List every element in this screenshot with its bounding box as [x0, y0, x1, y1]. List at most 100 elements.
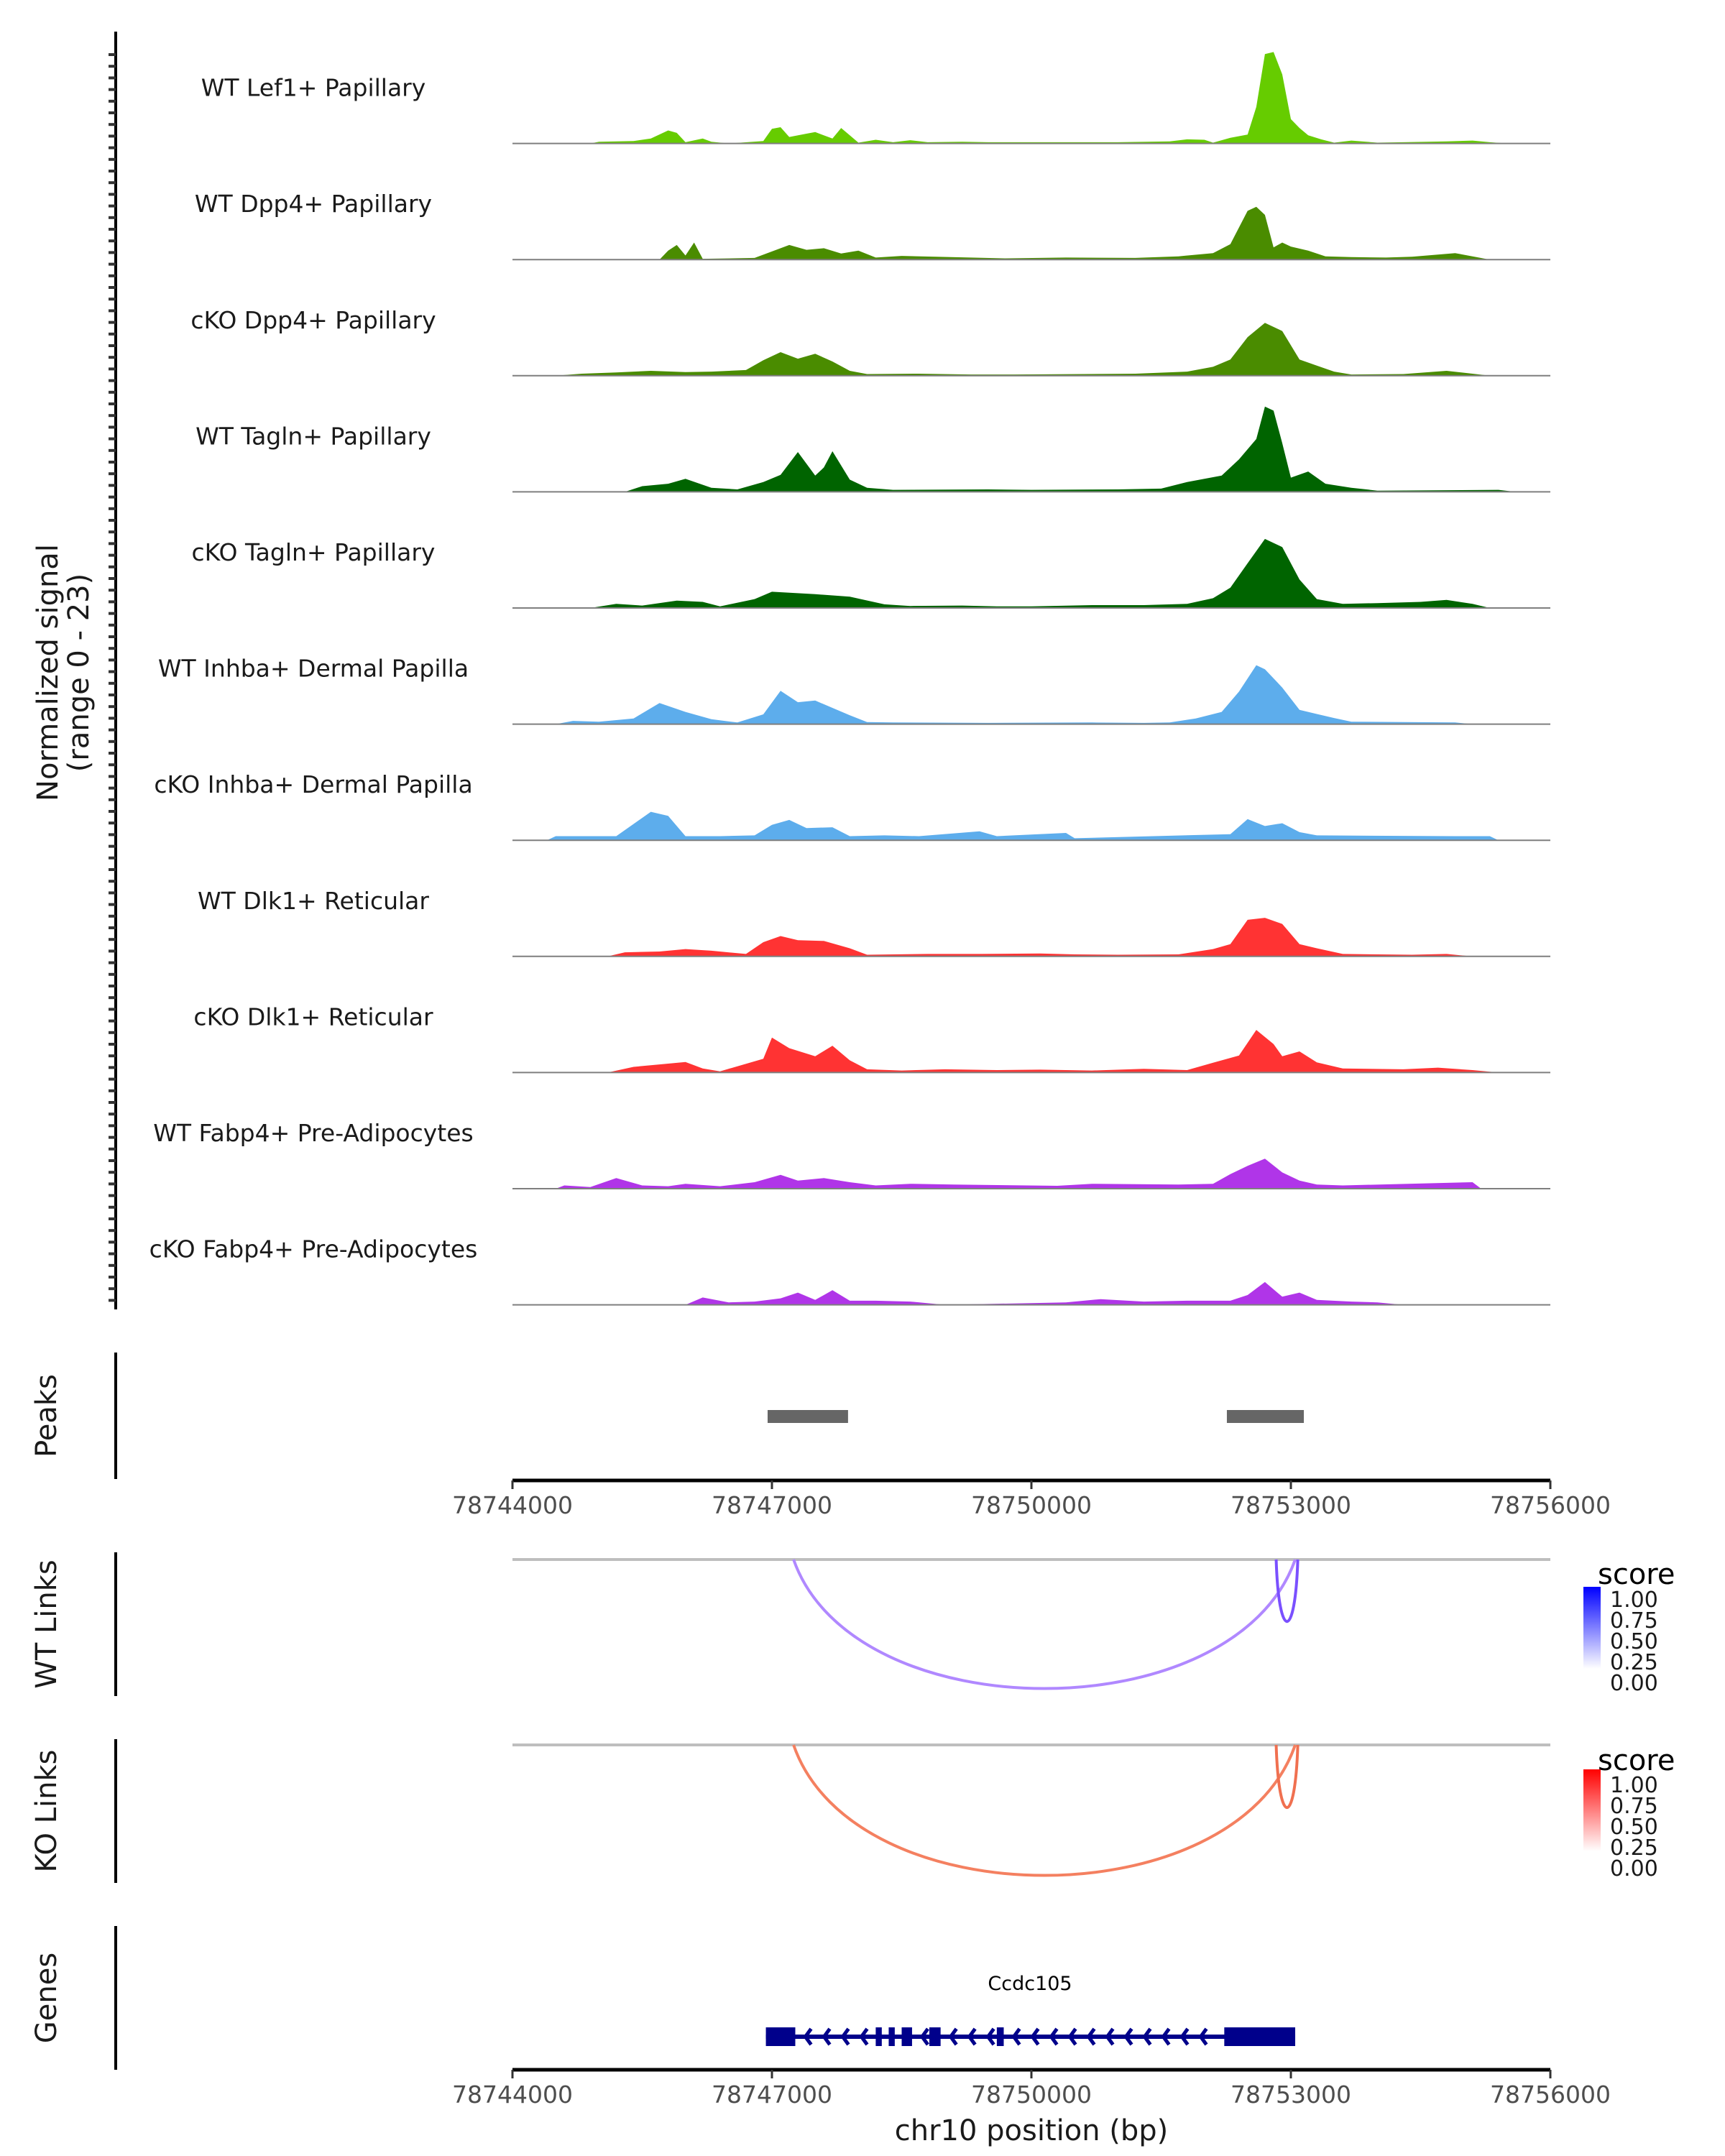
strand-arrow-icon — [1198, 2027, 1208, 2046]
peaks-panel-label: Peaks — [30, 1374, 63, 1457]
strand-arrow-icon — [1030, 2027, 1040, 2046]
x-tick-label: 78747000 — [712, 1491, 832, 1519]
track-label: WT Tagln+ Papillary — [196, 422, 431, 450]
wt-legend-title: score — [1598, 1558, 1675, 1591]
ko-legend-title: score — [1598, 1744, 1675, 1777]
x-tick-label: 78756000 — [1490, 2081, 1611, 2109]
coverage-area — [556, 1158, 1481, 1189]
x-axis-title: chr10 position (bp) — [895, 2114, 1169, 2147]
wt-links-panel-label: WT Links — [30, 1560, 63, 1688]
gene-name-label: Ccdc105 — [988, 1973, 1072, 1995]
track-label: cKO Dpp4+ Papillary — [190, 306, 436, 334]
link-arc — [1274, 1559, 1300, 1623]
gene-exon — [901, 2027, 912, 2046]
coverage-track: WT Dlk1+ Reticular — [198, 887, 1550, 957]
legend-tick-label: 0.50 — [1610, 1629, 1658, 1654]
wt-legend-colorbar — [1583, 1587, 1601, 1669]
track-label: cKO Tagln+ Papillary — [192, 538, 436, 566]
gene-exon — [996, 2027, 1004, 2046]
gene-exon — [765, 2027, 796, 2046]
ko-score-legend: score 1.000.750.500.250.00 — [1583, 1744, 1675, 1881]
strand-arrow-icon — [1179, 2027, 1190, 2046]
wt-score-legend: score 1.000.750.500.250.00 — [1583, 1558, 1675, 1696]
gene-exon — [875, 2027, 882, 2046]
wt-legend-ticks: 1.000.750.500.250.00 — [1610, 1588, 1658, 1696]
coverage-track: WT Lef1+ Papillary — [201, 52, 1550, 144]
strand-arrow-icon — [985, 2027, 995, 2046]
strand-arrow-icon — [919, 2027, 929, 2046]
coverage-area — [547, 811, 1499, 841]
link-arc — [792, 1559, 1297, 1690]
coverage-track: WT Tagln+ Papillary — [196, 406, 1550, 493]
strand-arrow-icon — [803, 2027, 813, 2046]
track-label: cKO Dlk1+ Reticular — [193, 1003, 433, 1031]
x-tick-label: 78750000 — [971, 2081, 1092, 2109]
track-label: WT Fabp4+ Pre-Adipocytes — [153, 1119, 473, 1147]
coverage-track: cKO Tagln+ Papillary — [192, 538, 1550, 609]
legend-tick-label: 0.25 — [1610, 1835, 1658, 1861]
ko-links-panel-label: KO Links — [30, 1750, 63, 1873]
coverage-area — [607, 1030, 1499, 1073]
gene-exon — [1224, 2027, 1296, 2046]
coverage-area — [659, 206, 1490, 260]
ko-legend-ticks: 1.000.750.500.250.00 — [1610, 1773, 1658, 1881]
coverage-area — [556, 665, 1473, 724]
link-arc — [1274, 1744, 1300, 1810]
track-label: cKO Inhba+ Dermal Papilla — [154, 770, 472, 798]
strand-arrow-icon — [1161, 2027, 1171, 2046]
peak-region — [1226, 1410, 1305, 1423]
x-tick-label: 78744000 — [452, 2081, 573, 2109]
strand-arrow-icon — [1086, 2027, 1096, 2046]
wt-link-arcs — [792, 1559, 1300, 1690]
strand-arrow-icon — [1011, 2027, 1021, 2046]
legend-tick-label: 0.25 — [1610, 1650, 1658, 1675]
legend-tick-label: 0.50 — [1610, 1815, 1658, 1840]
legend-tick-label: 1.00 — [1610, 1773, 1658, 1798]
gene-exon — [888, 2027, 895, 2046]
peak-regions — [767, 1410, 1305, 1423]
ko-link-arcs — [792, 1744, 1300, 1877]
track-label: WT Lef1+ Papillary — [201, 74, 426, 102]
genes-panel-label: Genes — [30, 1953, 63, 2043]
x-tick-label: 78753000 — [1230, 2081, 1351, 2109]
strand-arrow-icon — [840, 2027, 850, 2046]
legend-tick-label: 0.00 — [1610, 1856, 1658, 1881]
coverage-track: WT Fabp4+ Pre-Adipocytes — [153, 1119, 1550, 1189]
strand-arrow-icon — [859, 2027, 869, 2046]
x-tick-label: 78756000 — [1490, 1491, 1611, 1519]
track-label: cKO Fabp4+ Pre-Adipocytes — [150, 1235, 478, 1263]
x-axis-middle: 78744000 78747000 78750000 78753000 78756000 — [452, 1478, 1611, 1519]
gene-model — [765, 2027, 1296, 2046]
coverage-area — [625, 406, 1516, 492]
track-label: WT Inhba+ Dermal Papilla — [158, 655, 469, 683]
strand-arrow-icon — [1105, 2027, 1115, 2046]
x-axis-bottom: 78744000 78747000 78750000 78753000 78756000 — [452, 2068, 1611, 2109]
strand-arrow-icon — [1049, 2027, 1059, 2046]
link-arc — [792, 1744, 1297, 1877]
strand-arrow-icon — [967, 2027, 977, 2046]
coverage-track: cKO Fabp4+ Pre-Adipocytes — [150, 1235, 1550, 1306]
x-tick-label: 78747000 — [712, 2081, 832, 2109]
coverage-area — [590, 538, 1490, 608]
coverage-track: cKO Inhba+ Dermal Papilla — [154, 770, 1550, 842]
track-label: WT Dlk1+ Reticular — [198, 887, 429, 915]
x-tick-label: 78753000 — [1230, 1491, 1351, 1519]
coverage-y-label-line2: (range 0 - 23) — [63, 573, 96, 772]
track-label: WT Dpp4+ Papillary — [195, 190, 432, 218]
coverage-y-ticks — [109, 53, 116, 1302]
coverage-area — [590, 52, 1507, 144]
coverage-track: cKO Dlk1+ Reticular — [193, 1003, 1550, 1074]
legend-tick-label: 1.00 — [1610, 1588, 1658, 1613]
coverage-track: WT Dpp4+ Papillary — [195, 190, 1550, 261]
legend-tick-label: 0.75 — [1610, 1608, 1658, 1634]
coverage-area — [607, 918, 1473, 957]
gene-exon — [929, 2027, 941, 2046]
coverage-track: cKO Dpp4+ Papillary — [190, 306, 1550, 377]
coverage-y-label-line1: Normalized signal — [32, 544, 65, 801]
ko-legend-colorbar — [1583, 1769, 1601, 1851]
coverage-tracks: WT Lef1+ Papillary WT Dpp4+ Papillary cKO … — [150, 52, 1550, 1306]
strand-arrow-icon — [822, 2027, 832, 2046]
strand-arrow-icon — [948, 2027, 958, 2046]
legend-tick-label: 0.75 — [1610, 1794, 1658, 1819]
